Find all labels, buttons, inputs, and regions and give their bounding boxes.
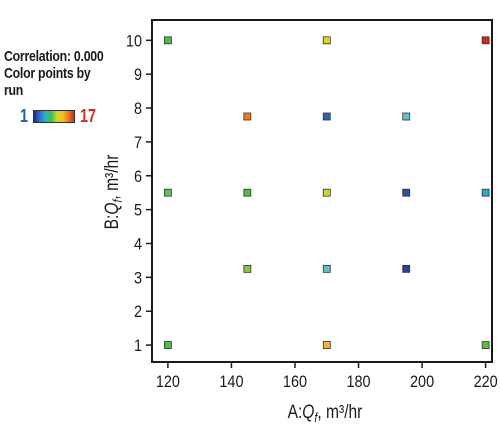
y-axis-title-sub: f bbox=[110, 198, 125, 202]
color-scale-gradient-bar bbox=[33, 110, 75, 123]
data-points bbox=[163, 36, 490, 349]
data-point bbox=[481, 36, 490, 45]
x-axis-title-sub: f bbox=[314, 410, 318, 425]
x-axis-title-var: Q bbox=[302, 401, 314, 423]
data-point bbox=[322, 341, 331, 349]
y-tick-label: 9 bbox=[134, 66, 142, 84]
y-tick-label: 5 bbox=[134, 202, 142, 220]
color-by-label-run: run bbox=[4, 82, 24, 99]
x-tick-label: 140 bbox=[219, 373, 243, 391]
y-tick-label: 3 bbox=[134, 269, 142, 287]
y-axis-title-var: Q bbox=[101, 203, 123, 215]
y-tick-label: 10 bbox=[126, 32, 142, 50]
y-tick-label: 4 bbox=[134, 235, 142, 253]
legend: Correlation: 0.000 Color points by run bbox=[4, 48, 116, 99]
correlation-text: Correlation: 0.000 bbox=[4, 48, 104, 65]
data-point bbox=[322, 188, 331, 197]
x-axis-title-unit: , m³/hr bbox=[317, 401, 362, 423]
x-tick-label: 200 bbox=[410, 373, 434, 391]
data-point bbox=[481, 341, 490, 349]
y-tick-label: 2 bbox=[134, 303, 142, 321]
x-tick-label: 160 bbox=[283, 373, 307, 391]
color-scale-max-label: 17 bbox=[80, 106, 97, 126]
y-axis-title-prefix: B: bbox=[101, 215, 123, 230]
data-point bbox=[402, 264, 411, 273]
y-tick-label: 1 bbox=[134, 337, 142, 355]
x-tick-label: 220 bbox=[474, 373, 498, 391]
data-point bbox=[322, 36, 331, 45]
data-point bbox=[322, 112, 331, 121]
data-point bbox=[481, 188, 490, 197]
x-axis-ticks: 120 140 160 180 200 220 bbox=[156, 362, 498, 391]
x-tick-label: 180 bbox=[346, 373, 370, 391]
data-point bbox=[163, 188, 172, 197]
data-point bbox=[322, 264, 331, 273]
y-tick-label: 8 bbox=[134, 100, 142, 118]
plot-frame bbox=[151, 19, 493, 363]
y-axis-title: B:Qf, m³/hr bbox=[101, 154, 126, 229]
data-point bbox=[243, 188, 252, 197]
color-scale: 1 17 bbox=[20, 106, 130, 126]
x-axis-title: A:Qf, m³/hr bbox=[288, 401, 363, 426]
y-tick-label: 6 bbox=[134, 168, 142, 186]
y-axis-ticks: 1 2 3 4 5 6 7 8 9 10 bbox=[126, 32, 152, 355]
y-axis-title-unit: , m³/hr bbox=[101, 154, 123, 199]
y-tick-label: 7 bbox=[134, 134, 142, 152]
color-scale-min-label: 1 bbox=[20, 106, 29, 126]
data-point bbox=[243, 264, 252, 273]
data-point bbox=[163, 36, 172, 45]
data-point bbox=[402, 112, 411, 121]
x-axis-title-prefix: A: bbox=[288, 401, 303, 423]
x-tick-label: 120 bbox=[156, 373, 180, 391]
data-point bbox=[402, 188, 411, 197]
color-by-label: Color points by bbox=[4, 65, 91, 82]
data-point bbox=[243, 112, 252, 121]
data-point bbox=[163, 341, 172, 349]
